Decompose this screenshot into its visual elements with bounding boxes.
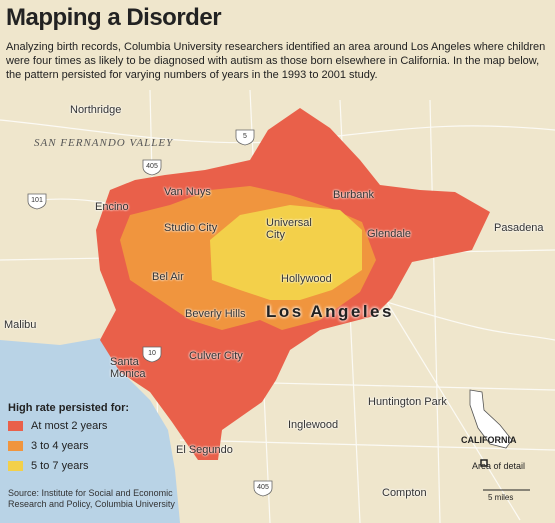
inset-detail: Area of detail: [472, 461, 526, 471]
legend-title: High rate persisted for:: [8, 402, 130, 414]
place-label: Universal City: [266, 217, 312, 241]
place-label: Studio City: [164, 222, 218, 234]
place-label: Compton: [382, 487, 427, 499]
legend-item: 5 to 7 years: [8, 460, 88, 472]
legend-item: 3 to 4 years: [8, 440, 88, 452]
highway-shield: [253, 480, 273, 497]
place-label: Huntington Park: [368, 396, 447, 408]
place-label: Santa Monica: [110, 356, 146, 380]
detail-box: [480, 459, 488, 467]
place-label: Culver City: [189, 350, 243, 362]
highway-number: 405: [257, 484, 269, 491]
california-inset: [469, 389, 513, 449]
place-label: Pasadena: [494, 222, 544, 234]
highway-shield: [142, 159, 162, 176]
city-label: Los Angeles: [266, 302, 394, 321]
place-label: Van Nuys: [164, 186, 211, 198]
place-label: Beverly Hills: [185, 308, 246, 320]
legend-label: 5 to 7 years: [31, 460, 89, 472]
place-label: Glendale: [367, 228, 412, 240]
place-label: Bel Air: [152, 271, 184, 283]
legend-item: At most 2 years: [8, 420, 107, 432]
description: Analyzing birth records, Columbia Univer…: [6, 41, 546, 81]
place-label: Northridge: [70, 104, 122, 116]
source: Source: Institute for Social and Economi…: [8, 488, 175, 509]
highway-number: 5: [243, 133, 247, 140]
highway-number: 10: [148, 350, 156, 357]
scale-label: 5 miles: [488, 493, 514, 502]
place-label: Hollywood: [281, 273, 332, 285]
place-label: Burbank: [333, 189, 374, 201]
legend-label: At most 2 years: [31, 420, 108, 432]
inset-state: CALIFORNIA: [461, 435, 517, 445]
legend-swatch: [8, 441, 23, 451]
place-label: Inglewood: [288, 419, 339, 431]
highway-shield: [235, 129, 255, 146]
highway-shield: [27, 193, 47, 210]
title: Mapping a Disorder: [6, 4, 222, 31]
highway-shield: [142, 346, 162, 363]
legend-swatch: [8, 461, 23, 471]
legend-label: 3 to 4 years: [31, 440, 89, 452]
place-label: El Segundo: [176, 444, 233, 456]
highway-number: 101: [31, 197, 43, 204]
legend-swatch: [8, 421, 23, 431]
ocean: [0, 338, 180, 523]
highway-number: 405: [146, 163, 158, 170]
place-label: Encino: [95, 201, 129, 213]
zone-5-to-7-years: [210, 205, 362, 300]
place-label: Malibu: [4, 319, 37, 331]
region-label: SAN FERNANDO VALLEY: [34, 137, 174, 149]
